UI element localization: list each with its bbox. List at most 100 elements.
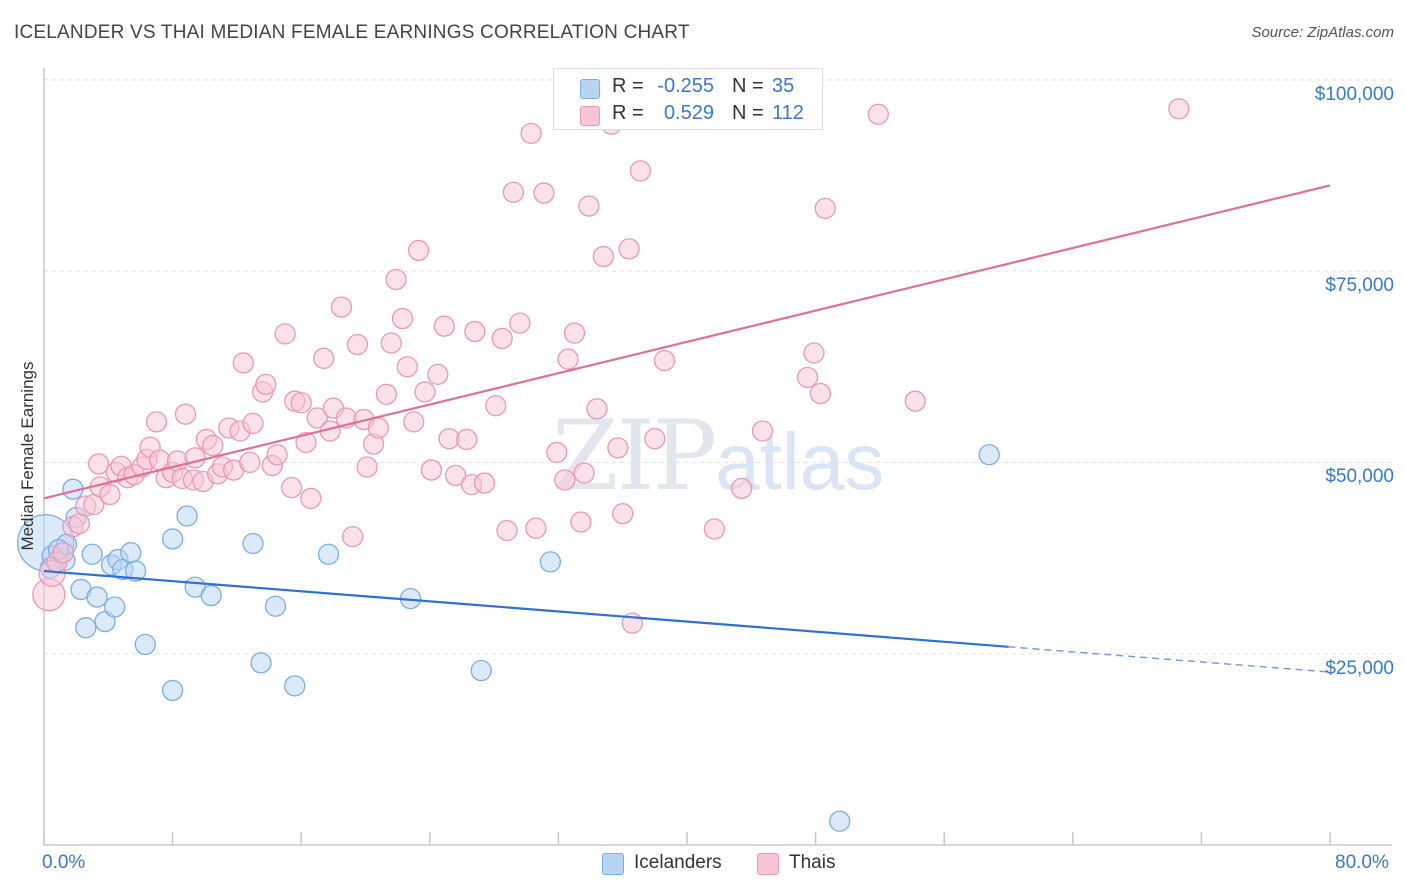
legend-r-value: -0.255 <box>657 75 714 97</box>
legend-swatch-icelanders <box>602 853 624 875</box>
thais-point <box>391 307 414 330</box>
icelanders-trend-extension <box>1008 646 1331 673</box>
thais-point <box>407 239 430 262</box>
icelanders-point <box>250 652 272 674</box>
correlation-legend: R = -0.255 N = 35 R = 0.529 N = 112 <box>553 68 823 130</box>
thais-point <box>867 103 889 125</box>
thais-point <box>232 352 254 374</box>
thais-point <box>618 238 640 260</box>
thais-point <box>496 519 518 542</box>
y-tick-label: $100,000 <box>1314 83 1394 105</box>
thais-point <box>509 312 531 334</box>
icelanders-point <box>124 560 147 582</box>
thais-point <box>464 320 486 343</box>
thais-point <box>414 381 436 403</box>
y-tick-label: $50,000 <box>1325 466 1394 488</box>
thais-point <box>491 327 513 350</box>
legend-swatch-thais <box>580 106 600 126</box>
thais-point <box>629 160 652 182</box>
axes <box>43 68 1392 846</box>
icelanders-point <box>81 543 103 565</box>
thais-point <box>578 195 600 217</box>
thais-point <box>796 366 819 389</box>
icelanders-points <box>16 444 1000 832</box>
thais-point <box>367 417 390 439</box>
thais-point <box>184 447 206 469</box>
thais-point <box>280 477 303 499</box>
thais-point <box>420 459 443 481</box>
legend-n-label: N = <box>732 102 764 124</box>
y-tick-label: $75,000 <box>1325 275 1394 297</box>
x-tick-min: 0.0% <box>42 852 86 873</box>
legend-row-thais: R = 0.529 N = 112 <box>554 100 822 128</box>
icelanders-point <box>470 659 492 682</box>
thais-point <box>751 420 774 442</box>
legend-row-icelanders: R = -0.255 N = 35 <box>554 73 822 101</box>
thais-point <box>554 469 576 491</box>
thais-point <box>145 411 168 433</box>
thais-points <box>32 98 1190 634</box>
thais-point <box>573 462 595 484</box>
thais-point <box>703 518 725 540</box>
legend-r-value: 0.529 <box>663 102 714 124</box>
x-tick-max: 80.0% <box>1335 852 1389 873</box>
icelanders-point <box>978 444 1000 466</box>
legend-r-label: R = <box>612 102 644 124</box>
thais-point <box>239 451 261 474</box>
y-axis-label: Median Female Earnings <box>18 361 37 551</box>
legend-n-value: 35 <box>772 75 795 97</box>
thais-point <box>99 483 121 506</box>
thais-point <box>427 363 449 386</box>
thais-point <box>653 349 676 372</box>
thais-point <box>346 333 369 356</box>
icelanders-trend-line <box>43 569 1009 648</box>
source-credit: Source: ZipAtlas.com <box>1251 24 1394 41</box>
series-legend: Icelanders Thais <box>0 850 1406 880</box>
thais-trend-line <box>43 184 1331 500</box>
thais-point <box>607 437 629 459</box>
thais-point <box>814 197 836 220</box>
thais-point <box>546 441 568 464</box>
y-tick-label: $25,000 <box>1325 657 1394 679</box>
thais-point <box>809 382 832 405</box>
icelanders-point <box>75 617 97 639</box>
legend-swatch-thais <box>757 853 779 875</box>
watermark-zip: ZIP <box>552 400 717 512</box>
thais-point <box>433 315 455 337</box>
thais-point <box>396 356 418 378</box>
thais-point <box>557 348 579 370</box>
thais-point <box>520 122 542 145</box>
legend-n-value: 112 <box>772 102 804 124</box>
icelanders-point <box>317 543 340 565</box>
thais-point <box>313 347 335 369</box>
thais-point <box>385 268 407 291</box>
icelanders-point <box>86 586 108 608</box>
thais-point <box>563 322 586 344</box>
thais-point <box>375 383 398 405</box>
icelanders-point <box>539 551 562 573</box>
icelanders-point <box>176 505 198 527</box>
thais-point <box>731 477 753 500</box>
icelanders-point <box>161 528 184 550</box>
thais-point <box>202 434 224 457</box>
thais-point <box>803 342 825 364</box>
thais-point <box>88 453 110 475</box>
thais-point <box>300 487 322 510</box>
legend-n-label: N = <box>732 75 764 97</box>
thais-point <box>612 503 634 525</box>
thais-point <box>592 245 615 268</box>
legend-label-icelanders: Icelanders <box>634 852 722 873</box>
legend-swatch-icelanders <box>580 79 600 99</box>
icelanders-point <box>242 532 264 555</box>
thais-point <box>306 407 328 429</box>
thais-point <box>290 392 312 414</box>
thais-point <box>242 412 264 435</box>
icelanders-point <box>120 542 142 564</box>
thais-point <box>255 373 277 395</box>
thais-point <box>644 428 666 450</box>
thais-point <box>356 456 378 478</box>
thais-point <box>52 542 74 564</box>
icelanders-point <box>161 679 184 702</box>
icelanders-point <box>104 596 126 618</box>
thais-point <box>904 390 926 412</box>
